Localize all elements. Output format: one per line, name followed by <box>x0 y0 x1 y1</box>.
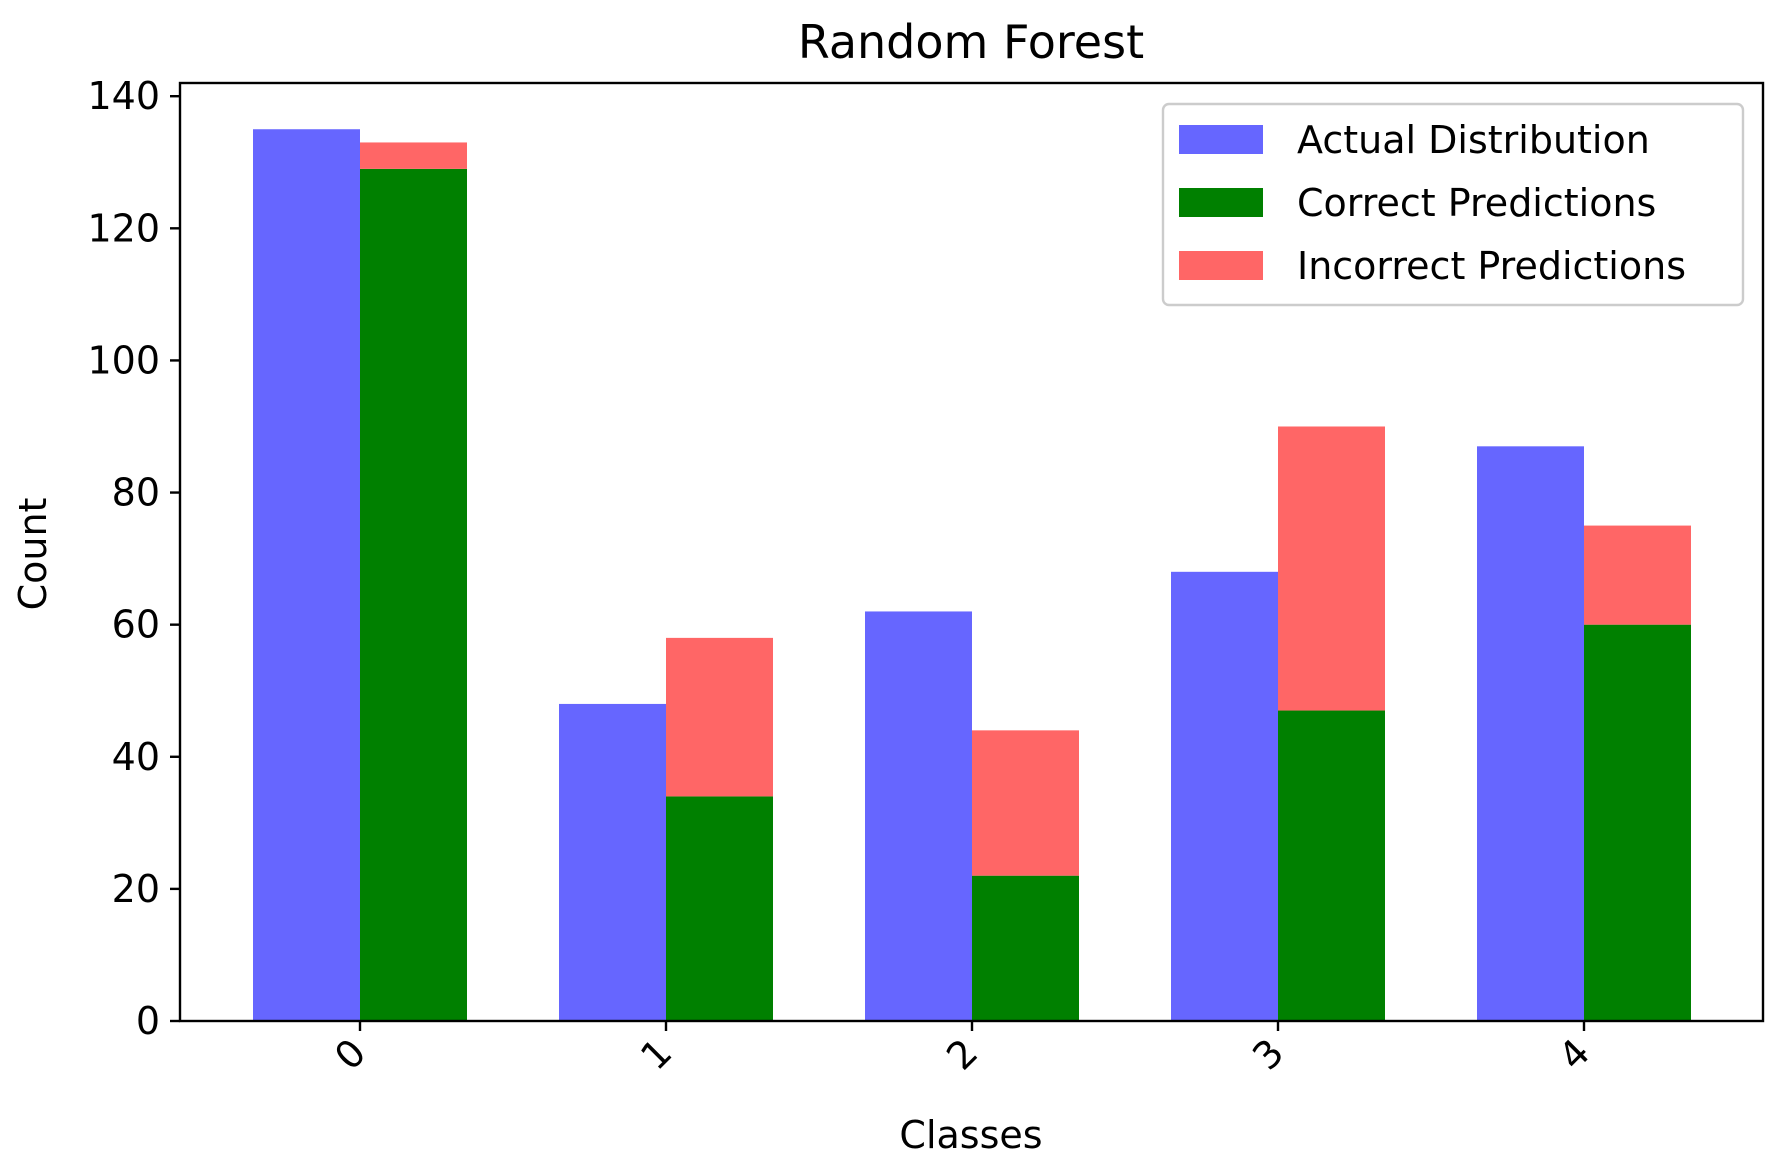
y-tick-label: 120 <box>87 206 160 250</box>
legend-label: Actual Distribution <box>1297 118 1650 162</box>
x-tick-label: 2 <box>938 1030 986 1078</box>
y-tick-label: 60 <box>112 603 160 647</box>
legend-swatch <box>1179 188 1263 217</box>
x-tick-label: 4 <box>1550 1030 1598 1078</box>
y-axis-label: Count <box>11 498 55 611</box>
bar-actual-distribution-0 <box>253 129 360 1021</box>
y-tick-label: 140 <box>87 74 160 118</box>
bar-correct-predictions-1 <box>666 796 773 1021</box>
bar-correct-predictions-4 <box>1584 624 1691 1021</box>
bar-correct-predictions-0 <box>360 168 467 1022</box>
y-tick-label: 40 <box>112 735 160 779</box>
legend-swatch <box>1179 125 1263 154</box>
bar-incorrect-predictions-4 <box>1584 525 1691 625</box>
legend-label: Incorrect Predictions <box>1297 244 1686 288</box>
bar-actual-distribution-1 <box>559 703 666 1021</box>
x-axis-label: Classes <box>899 1113 1042 1157</box>
bar-incorrect-predictions-0 <box>360 142 467 169</box>
legend-box <box>1161 102 1745 307</box>
y-tick-label: 20 <box>112 867 160 911</box>
bar-correct-predictions-2 <box>972 875 1079 1021</box>
bar-actual-distribution-3 <box>1171 571 1278 1021</box>
y-tick-label: 100 <box>87 338 160 382</box>
x-tick-label: 1 <box>632 1030 680 1078</box>
legend-label: Correct Predictions <box>1297 181 1656 225</box>
legend-swatch <box>1179 251 1263 280</box>
bar-incorrect-predictions-2 <box>972 730 1079 876</box>
bar-correct-predictions-3 <box>1278 710 1385 1021</box>
bar-incorrect-predictions-1 <box>666 637 773 797</box>
x-tick-label: 0 <box>326 1030 374 1078</box>
y-tick-label: 0 <box>136 999 160 1043</box>
legend: Actual Distribution Correct Predictions In… <box>1161 102 1745 307</box>
bar-actual-distribution-2 <box>865 611 972 1021</box>
y-tick-label: 80 <box>112 471 160 515</box>
bar-actual-distribution-4 <box>1477 446 1584 1022</box>
x-tick-label: 3 <box>1244 1030 1292 1078</box>
plot-area <box>253 129 1691 1022</box>
bar-incorrect-predictions-3 <box>1278 426 1385 711</box>
chart-title: Random Forest <box>798 15 1144 69</box>
